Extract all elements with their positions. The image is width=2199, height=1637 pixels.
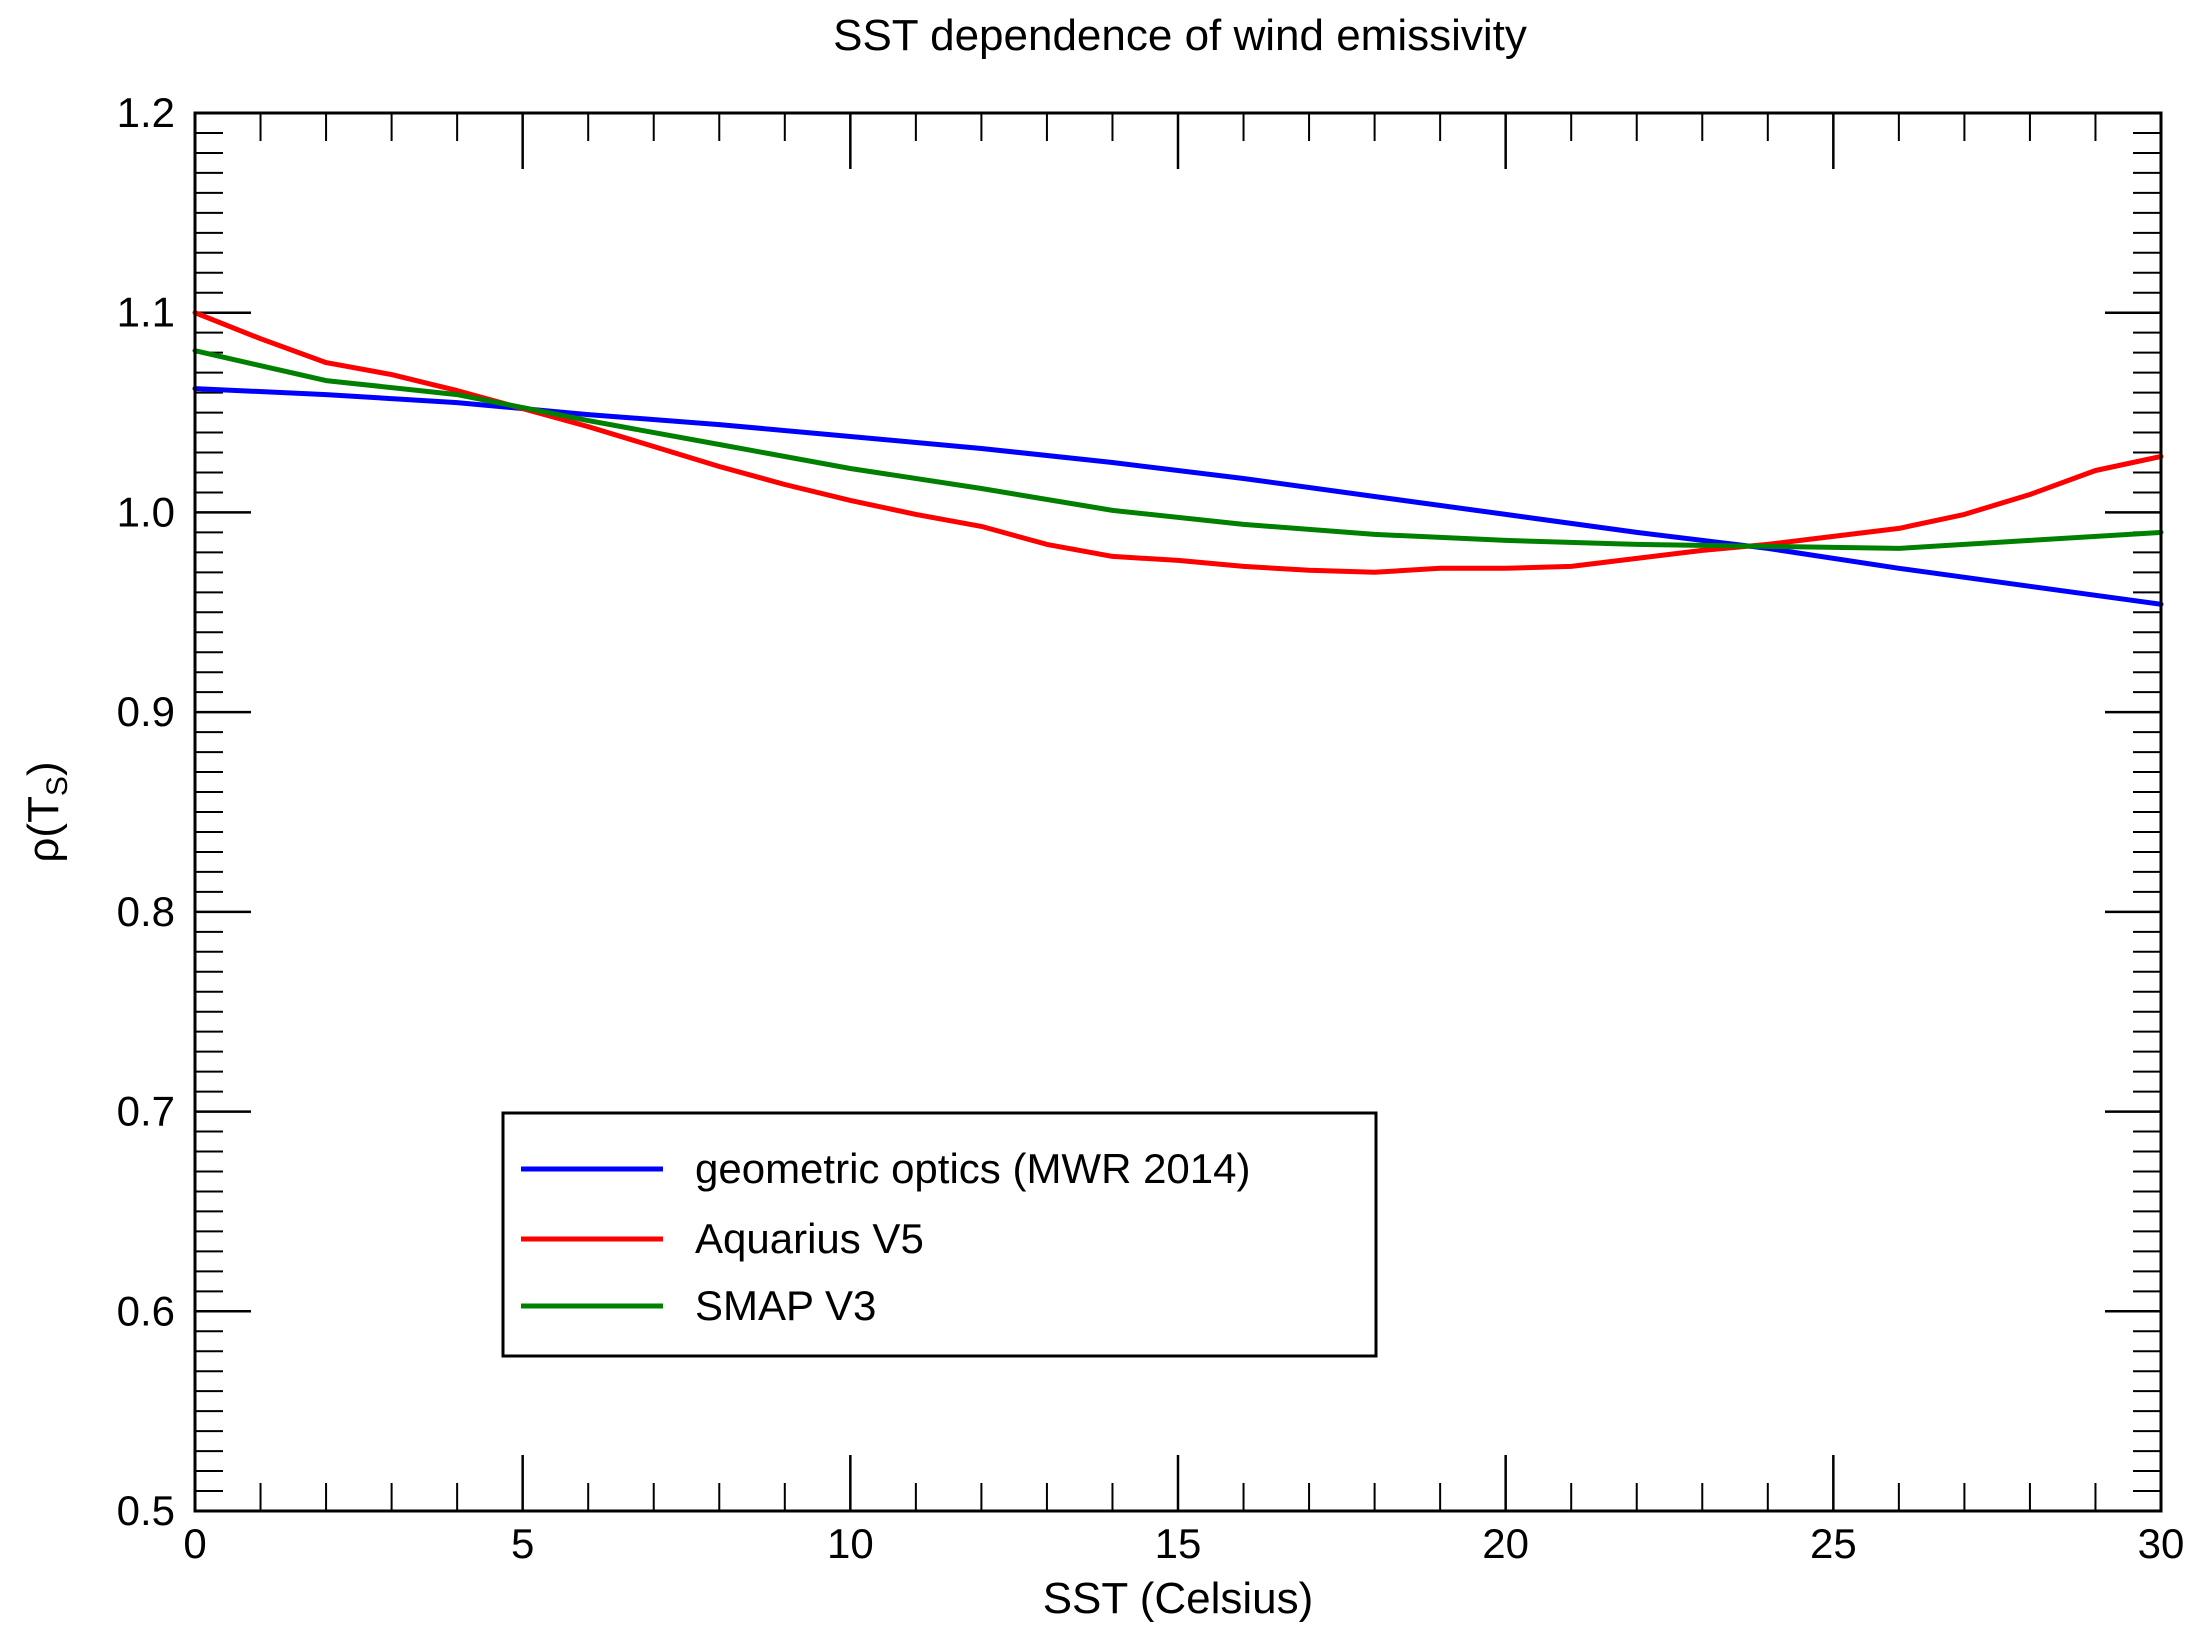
y-tick-label: 0.5 [117, 1487, 175, 1534]
series-line-aquarius-v5 [192, 310, 2164, 575]
x-tick-label: 5 [511, 1520, 534, 1567]
legend-label-geometric-optics: geometric optics (MWR 2014) [695, 1145, 1251, 1192]
x-tick-labels: 0 5 10 15 20 25 30 [183, 1520, 2184, 1567]
y-tick-labels: 0.5 0.6 0.7 0.8 0.9 1.0 1.1 1.2 [117, 89, 175, 1534]
y-axis-label: ρ(TS) [19, 761, 74, 862]
legend-box [501, 1111, 1378, 1358]
y-tick-label: 1.1 [117, 289, 175, 336]
series-line-smap-v3 [192, 348, 2164, 551]
legend-label-smap: SMAP V3 [695, 1282, 876, 1329]
x-tick-label: 30 [2138, 1520, 2185, 1567]
y-tick-label: 0.7 [117, 1088, 175, 1135]
x-tick-label: 10 [827, 1520, 874, 1567]
plot-frame [193, 111, 2163, 1513]
y-axis-label-sub: S [41, 776, 74, 796]
y-tick-label: 1.2 [117, 89, 175, 136]
series-lines [192, 310, 2164, 607]
y-tick-label: 1.0 [117, 488, 175, 535]
x-tick-label: 20 [1482, 1520, 1529, 1567]
x-tick-label: 15 [1155, 1520, 1202, 1567]
x-tick-label: 0 [183, 1520, 206, 1567]
y-tick-label: 0.9 [117, 688, 175, 735]
y-tick-label: 0.8 [117, 888, 175, 935]
series-line-geometric-optics-mwr-2014 [192, 386, 2164, 607]
svg-text:ρ(TS): ρ(TS) [19, 761, 74, 862]
y-axis-label-close: ) [19, 761, 68, 776]
x-axis-label: SST (Celsius) [1043, 1574, 1314, 1623]
y-tick-label: 0.6 [117, 1287, 175, 1334]
chart-title: SST dependence of wind emissivity [833, 11, 1527, 60]
x-tick-label: 25 [1810, 1520, 1857, 1567]
legend-label-aquarius: Aquarius V5 [695, 1215, 924, 1262]
legend: geometric optics (MWR 2014) Aquarius V5 … [501, 1111, 1378, 1358]
y-axis-label-main: ρ(T [19, 796, 68, 863]
